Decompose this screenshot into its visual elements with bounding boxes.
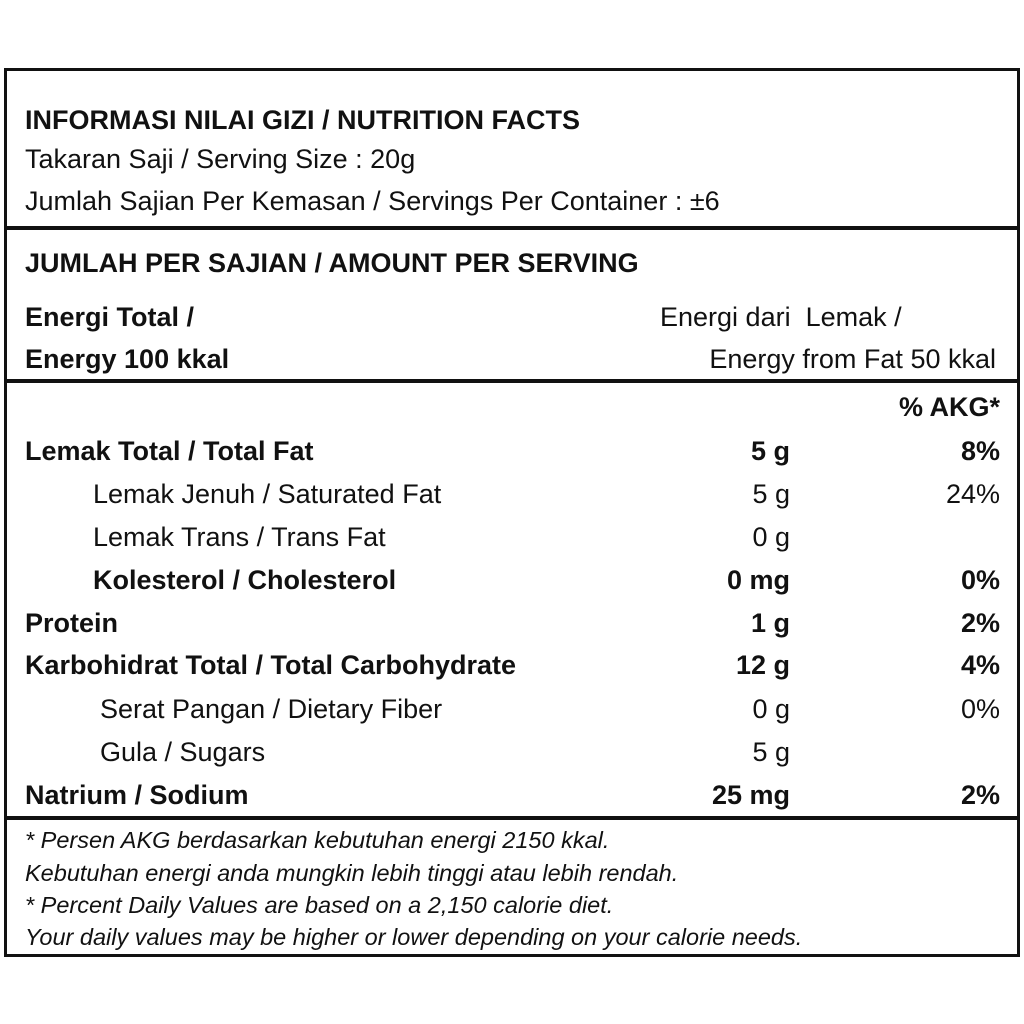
footnote: Your daily values may be higher or lower… (25, 924, 803, 950)
nutrient-akg: 24% (945, 479, 1000, 509)
serving-size: Takaran Saji / Serving Size : 20g (25, 144, 416, 174)
label-border (4, 68, 1020, 957)
nutrient-name: Serat Pangan / Dietary Fiber (100, 694, 443, 724)
servings-per-container: Jumlah Sajian Per Kemasan / Servings Per… (25, 186, 720, 216)
nutrient-name: Kolesterol / Cholesterol (93, 565, 397, 595)
title: INFORMASI NILAI GIZI / NUTRITION FACTS (25, 105, 580, 135)
energy-from-fat: Energi dari Lemak / (660, 302, 902, 332)
akg-header: % AKG* (898, 392, 1000, 422)
nutrient-amount: 1 g (750, 608, 790, 638)
energy-from-fat: Energy from Fat 50 kkal (709, 344, 996, 374)
nutrient-amount: 25 mg (711, 780, 790, 810)
energy-total: Energy 100 kkal (25, 344, 230, 374)
nutrient-amount: 0 mg (726, 565, 790, 595)
section-title: JUMLAH PER SAJIAN / AMOUNT PER SERVING (25, 248, 639, 278)
nutrient-amount: 0 g (752, 694, 790, 724)
footnote: * Persen AKG berdasarkan kebutuhan energ… (25, 827, 610, 853)
energy-total: Energi Total / (25, 302, 195, 332)
divider (4, 226, 1020, 230)
nutrient-name: Protein (25, 608, 119, 638)
nutrient-name: Lemak Total / Total Fat (25, 436, 314, 466)
nutrient-amount: 5 g (752, 479, 790, 509)
nutrient-amount: 0 g (752, 522, 790, 552)
nutrient-akg: 0% (960, 565, 1000, 595)
nutrient-amount: 5 g (752, 737, 790, 767)
footnote: * Percent Daily Values are based on a 2,… (25, 892, 614, 918)
divider (4, 379, 1020, 383)
divider (4, 816, 1020, 820)
nutrient-akg: 4% (960, 650, 1000, 680)
nutrient-name: Karbohidrat Total / Total Carbohydrate (25, 650, 517, 680)
nutrient-name: Lemak Trans / Trans Fat (93, 522, 386, 552)
nutrient-amount: 12 g (735, 650, 790, 680)
nutrient-name: Lemak Jenuh / Saturated Fat (93, 479, 442, 509)
nutrient-akg: 0% (960, 694, 1000, 724)
nutrient-name: Natrium / Sodium (25, 780, 249, 810)
nutrient-amount: 5 g (750, 436, 790, 466)
nutrient-akg: 2% (960, 780, 1000, 810)
footnote: Kebutuhan energi anda mungkin lebih ting… (25, 860, 679, 886)
nutrient-name: Gula / Sugars (100, 737, 266, 767)
nutrient-akg: 8% (960, 436, 1000, 466)
nutrient-akg: 2% (960, 608, 1000, 638)
